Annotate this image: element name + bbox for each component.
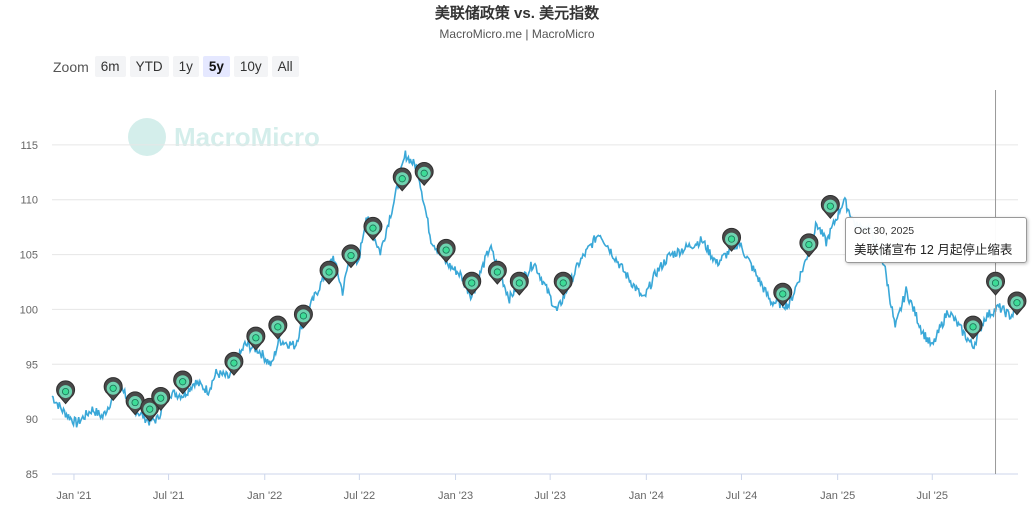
zoom-5y-button[interactable]: 5y [202, 56, 230, 77]
zoom-toolbar: Zoom 6m YTD 1y 5y 10y All [53, 56, 299, 77]
fed-event-marker-icon[interactable] [363, 216, 383, 241]
x-tick-label: Jan '25 [820, 490, 855, 502]
x-tick-label: Jan '23 [438, 490, 473, 502]
y-tick-label: 110 [20, 195, 38, 207]
fed-event-marker-icon[interactable] [414, 162, 434, 187]
watermark: MacroMicro [128, 118, 320, 156]
fed-event-marker-icon[interactable] [151, 386, 171, 411]
fed-event-marker-icon[interactable] [56, 380, 76, 405]
watermark-logo-icon [128, 118, 166, 156]
fed-event-marker-icon[interactable] [553, 271, 573, 296]
zoom-label: Zoom [53, 58, 89, 75]
fed-event-marker-icon[interactable] [246, 326, 266, 351]
fed-event-marker-icon[interactable] [820, 194, 840, 219]
fed-event-marker-icon[interactable] [722, 227, 742, 252]
fed-event-marker-icon[interactable] [341, 244, 361, 269]
fed-event-marker-icon[interactable] [509, 271, 529, 296]
x-tick-label: Jul '23 [534, 490, 565, 502]
y-tick-label: 105 [20, 250, 38, 262]
y-tick-label: 100 [20, 304, 38, 316]
fed-event-marker-icon[interactable] [462, 271, 482, 296]
series-line [51, 150, 1018, 429]
chart-title: 美联储政策 vs. 美元指数 [434, 5, 600, 22]
fed-event-marker-icon[interactable] [487, 260, 507, 285]
fed-event-marker-icon[interactable] [392, 167, 412, 192]
fed-event-marker-icon[interactable] [436, 238, 456, 263]
y-tick-label: 90 [26, 414, 38, 426]
chart-tooltip: Oct 30, 2025 美联储宣布 12 月起停止缩表 [845, 217, 1027, 263]
y-tick-label: 115 [20, 140, 38, 152]
fed-event-marker-icon[interactable] [319, 260, 339, 285]
zoom-1y-button[interactable]: 1y [172, 56, 199, 77]
fed-event-marker-icon[interactable] [773, 282, 793, 307]
fed-event-marker-icon[interactable] [963, 315, 983, 340]
chart-subtitle: MacroMicro.me | MacroMicro [439, 27, 595, 41]
fed-event-marker-icon[interactable] [293, 304, 313, 329]
x-tick-label: Jan '22 [247, 490, 282, 502]
fed-event-marker-icon[interactable] [1007, 291, 1027, 316]
x-tick-label: Jul '25 [917, 490, 948, 502]
fed-event-marker-icon[interactable] [140, 397, 160, 422]
x-tick-label: Jul '21 [153, 490, 184, 502]
x-tick-label: Jan '24 [629, 490, 664, 502]
zoom-ytd-button[interactable]: YTD [129, 56, 169, 77]
fed-event-marker-icon[interactable] [986, 271, 1006, 296]
tooltip-text: 美联储宣布 12 月起停止缩表 [854, 243, 1013, 257]
watermark-text: MacroMicro [174, 121, 320, 152]
fed-event-marker-icon[interactable] [224, 351, 244, 376]
x-tick-label: Jul '24 [726, 490, 757, 502]
zoom-all-button[interactable]: All [271, 56, 299, 77]
fed-event-marker-icon[interactable] [268, 315, 288, 340]
tooltip-date: Oct 30, 2025 [854, 225, 915, 237]
y-tick-label: 85 [26, 469, 38, 481]
fed-event-marker-icon[interactable] [103, 377, 123, 402]
fed-event-marker-icon[interactable] [173, 370, 193, 395]
fed-event-marker-icon[interactable] [125, 391, 145, 416]
zoom-6m-button[interactable]: 6m [94, 56, 126, 77]
x-tick-label: Jan '21 [56, 490, 91, 502]
y-tick-label: 95 [26, 359, 38, 371]
fed-event-marker-icon[interactable] [799, 233, 819, 258]
x-tick-label: Jul '22 [344, 490, 375, 502]
zoom-10y-button[interactable]: 10y [233, 56, 268, 77]
